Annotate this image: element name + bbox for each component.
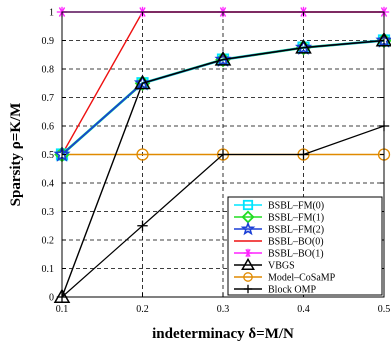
x-tick-label: 0.3 [217,304,230,315]
data-point [214,50,232,67]
y-tick-label: 0.8 [42,65,55,76]
data-point [298,149,309,160]
legend-label: Block OMP [268,285,317,296]
y-tick-label: 0 [49,293,54,304]
x-tick-label: 0.2 [136,304,149,315]
legend-marker [241,257,255,271]
legend-label: BSBL–BO(1) [268,249,324,260]
y-tick-label: 0.3 [42,207,55,218]
y-tick-label: 0.5 [42,150,55,161]
legend-label: BSBL–BO(0) [268,237,324,248]
data-point [53,288,71,304]
legend-marker [243,272,253,282]
legend-label: BSBL–FM(2) [268,225,324,236]
legend-label: BSBL–FM(0) [268,201,324,212]
data-point [295,39,312,54]
y-axis-title: Sparsity ρ=K/M [8,103,24,207]
data-point [137,220,148,231]
data-point [133,74,152,91]
data-point [294,38,313,55]
legend-marker [243,284,253,294]
legend-entry-bsbl-bo-0: BSBL–BO(0) [234,237,324,248]
legend-label: VBGS [268,261,295,272]
legend-entry-bsbl-fm-2: BSBL–FM(2) [234,221,324,236]
series-vbgs [53,31,391,304]
y-tick-label: 0.9 [42,36,55,47]
legend-marker [240,221,256,236]
tick-labels: 0.1 0.2 0.3 0.4 0.500.10.20.30.40.50.60.70.8… [42,8,391,316]
legend-entry-model-cosamp: Model–CoSaMP [234,272,336,284]
y-tick-label: 1 [49,8,54,19]
y-tick-label: 0.2 [42,236,55,247]
x-tick-label: 0.5 [378,304,391,315]
legend-marker [243,248,253,258]
legend-entry-vbgs: VBGS [234,257,295,272]
legend-entry-bsbl-bo-1: BSBL–BO(1) [234,249,324,260]
y-tick-label: 0.4 [42,179,55,190]
legend-entry-block-omp: Block OMP [234,285,317,296]
legend-marker [242,199,254,211]
data-point [214,51,232,66]
x-tick-label: 0.4 [297,304,310,315]
data-point [134,74,151,90]
series-line [61,39,385,298]
y-tick-label: 0.7 [42,93,55,104]
y-tick-label: 0.6 [42,122,55,133]
data-point [136,148,149,161]
legend-label: Model–CoSaMP [268,273,336,284]
legend-entry-bsbl-fm-0: BSBL–FM(0) [234,199,324,212]
legend-label: BSBL–FM(1) [268,213,324,224]
legend: BSBL–FM(0)BSBL–FM(1)BSBL–FM(2)BSBL–BO(0)… [227,196,383,296]
x-tick-label: 0.1 [56,304,69,315]
x-axis-title: indeterminacy δ=M/N [152,326,294,342]
y-tick-label: 0.1 [42,264,55,275]
data-point [217,149,229,160]
legend-box [227,196,383,296]
